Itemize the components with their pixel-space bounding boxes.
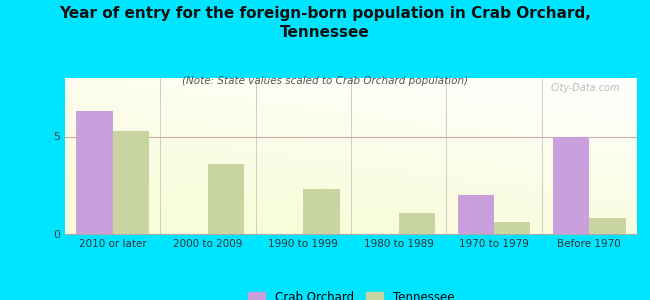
Bar [304, 189, 339, 234]
Text: (Note: State values scaled to Crab Orchard population): (Note: State values scaled to Crab Orcha… [182, 76, 468, 86]
Text: City-Data.com: City-Data.com [550, 83, 620, 93]
Bar [494, 222, 530, 234]
Bar [208, 164, 244, 234]
Bar [398, 212, 435, 234]
Legend: Crab Orchard, Tennessee: Crab Orchard, Tennessee [243, 287, 459, 300]
Bar [590, 218, 625, 234]
Bar [112, 131, 149, 234]
Text: Year of entry for the foreign-born population in Crab Orchard,
Tennessee: Year of entry for the foreign-born popul… [59, 6, 591, 40]
Bar [458, 195, 494, 234]
Bar [553, 136, 590, 234]
Bar [77, 111, 112, 234]
